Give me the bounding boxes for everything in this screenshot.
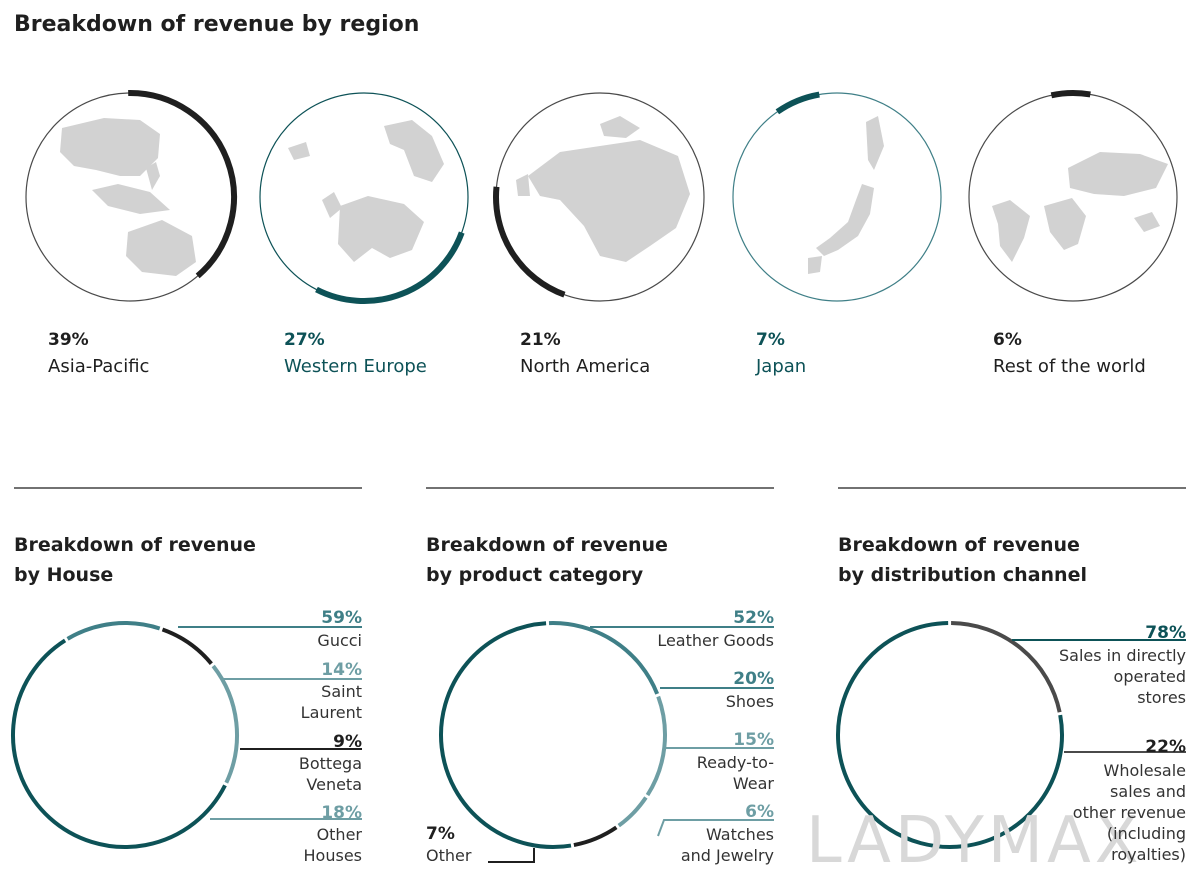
category-pct-ready-to-wear: 15% [733, 730, 774, 750]
house-title-line2: by House [14, 564, 113, 586]
house-label-other-houses-1: Other [317, 825, 363, 844]
channel-pct-directly-operated: 78% [1145, 623, 1186, 643]
channel-label-wholesale-1: Wholesale [1104, 761, 1186, 780]
arc-north-america [493, 186, 566, 298]
category-legend: 52% Leather Goods 20% Shoes 15% Ready-to… [426, 608, 774, 865]
region-globes: 39% Asia-Pacific 27% Western Europe [25, 90, 1178, 377]
globe-asia-pacific: 39% Asia-Pacific [25, 90, 237, 377]
category-label-ready-to-wear-1: Ready-to- [697, 753, 774, 772]
house-label-gucci: Gucci [317, 631, 362, 650]
house-legend: 59% Gucci 14% Saint Laurent 9% Bottega V… [299, 608, 363, 865]
category-label-leather-goods: Leather Goods [657, 631, 774, 650]
house-segment-other-houses [211, 664, 240, 784]
channel-title-line1: Breakdown of revenue [838, 534, 1080, 556]
channel-segment-wholesale [951, 621, 1062, 713]
leader-watches-jewelry [657, 819, 774, 837]
category-title-line1: Breakdown of revenue [426, 534, 668, 556]
arc-rest-of-world [1050, 90, 1091, 99]
category-segment-watches-jewelry [617, 796, 648, 828]
category-ring [439, 621, 667, 849]
globe-japan: 7% Japan [732, 91, 942, 377]
channel-segment-directly-operated [836, 621, 1064, 849]
channel-label-wholesale-4: (including [1107, 824, 1186, 843]
region-pct-north-america: 21% [520, 330, 561, 350]
house-pct-saint-laurent: 14% [321, 660, 362, 680]
page-title: Breakdown of revenue by region [14, 12, 419, 37]
category-segment-ready-to-wear [645, 695, 667, 797]
category-segment-other [573, 825, 618, 847]
region-label-rest-of-world: Rest of the world [993, 356, 1146, 377]
region-pct-japan: 7% [756, 330, 785, 350]
globe-western-europe: 27% Western Europe [259, 92, 469, 377]
house-segment-saint-laurent [66, 621, 161, 641]
globe-outline [968, 92, 1178, 302]
region-label-north-america: North America [520, 356, 650, 377]
category-segment-shoes [548, 621, 660, 695]
house-ring [11, 621, 240, 849]
channel-label-wholesale-5: royalties) [1111, 845, 1186, 864]
house-label-saint-laurent-1: Saint [321, 682, 362, 701]
house-title-line1: Breakdown of revenue [14, 534, 256, 556]
house-segment-gucci [11, 638, 227, 849]
house-label-saint-laurent-2: Laurent [301, 703, 362, 722]
arc-japan [775, 91, 820, 115]
region-label-japan: Japan [755, 356, 806, 377]
channel-label-wholesale-2: sales and [1110, 782, 1186, 801]
category-label-other: Other [426, 846, 472, 865]
house-segment-bottega-veneta [161, 627, 213, 665]
region-label-western-europe: Western Europe [284, 356, 427, 377]
house-pct-gucci: 59% [321, 608, 362, 628]
category-label-watches-jewelry-2: and Jewelry [681, 846, 774, 865]
arc-asia-pacific [128, 90, 237, 279]
category-segment-leather-goods [439, 621, 572, 849]
category-pct-shoes: 20% [733, 669, 774, 689]
world-map-icon [992, 152, 1168, 262]
watermark: LADYMAX [806, 804, 1143, 878]
channel-title-line2: by distribution channel [838, 564, 1087, 586]
category-label-ready-to-wear-2: Wear [733, 774, 775, 793]
leader-lines [178, 626, 1186, 863]
leader-other [488, 848, 535, 863]
globe-north-america: 21% North America [493, 92, 705, 377]
channel-ring [836, 621, 1064, 849]
house-label-bottega-veneta-2: Veneta [306, 775, 362, 794]
house-label-other-houses-2: Houses [304, 846, 362, 865]
europe-map-icon [288, 120, 444, 262]
north-america-map-icon [516, 116, 690, 262]
category-pct-other: 7% [426, 824, 455, 844]
globe-rest-of-world: 6% Rest of the world [968, 90, 1178, 377]
region-pct-asia-pacific: 39% [48, 330, 89, 350]
house-pct-bottega-veneta: 9% [333, 732, 362, 752]
arc-western-europe [315, 231, 465, 304]
region-pct-rest-of-world: 6% [993, 330, 1022, 350]
channel-label-wholesale-3: other revenue [1073, 803, 1186, 822]
house-label-bottega-veneta-1: Bottega [299, 754, 362, 773]
channel-legend: 78% Sales in directly operated stores 22… [1059, 623, 1186, 864]
channel-label-directly-operated-2: operated [1114, 667, 1186, 686]
globe-outline [732, 92, 942, 302]
channel-label-directly-operated-3: stores [1137, 688, 1186, 707]
category-label-watches-jewelry-1: Watches [706, 825, 774, 844]
region-label-asia-pacific: Asia-Pacific [48, 356, 149, 377]
region-pct-western-europe: 27% [284, 330, 325, 350]
asia-pacific-map-icon [60, 118, 196, 276]
category-label-shoes: Shoes [726, 692, 774, 711]
house-pct-other-houses: 18% [321, 803, 362, 823]
channel-label-directly-operated-1: Sales in directly [1059, 646, 1186, 665]
japan-map-icon [808, 116, 884, 274]
category-pct-watches-jewelry: 6% [745, 802, 774, 822]
category-pct-leather-goods: 52% [733, 608, 774, 628]
category-title-line2: by product category [426, 564, 644, 586]
channel-pct-wholesale: 22% [1145, 737, 1186, 757]
